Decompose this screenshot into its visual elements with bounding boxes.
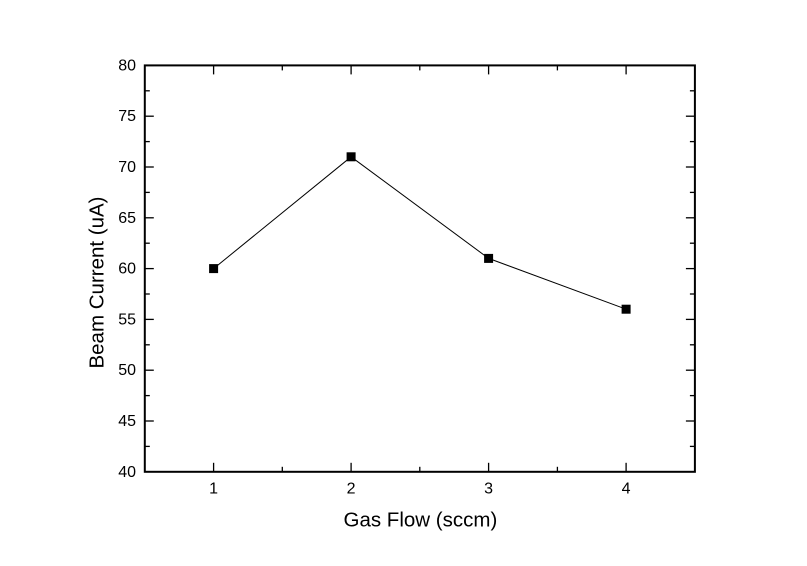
svg-text:3: 3 (484, 481, 493, 498)
svg-text:4: 4 (622, 481, 631, 498)
svg-text:65: 65 (118, 210, 136, 227)
svg-text:80: 80 (118, 57, 136, 74)
svg-text:55: 55 (118, 311, 136, 328)
svg-text:1: 1 (209, 481, 218, 498)
svg-text:2: 2 (347, 481, 356, 498)
svg-text:50: 50 (118, 362, 136, 379)
svg-text:Beam Current (uA): Beam Current (uA) (85, 196, 108, 368)
svg-text:45: 45 (118, 413, 136, 430)
svg-text:75: 75 (118, 108, 136, 125)
svg-text:60: 60 (118, 261, 136, 278)
svg-text:40: 40 (118, 464, 136, 481)
svg-text:70: 70 (118, 159, 136, 176)
svg-text:Gas Flow (sccm): Gas Flow (sccm) (344, 508, 498, 531)
